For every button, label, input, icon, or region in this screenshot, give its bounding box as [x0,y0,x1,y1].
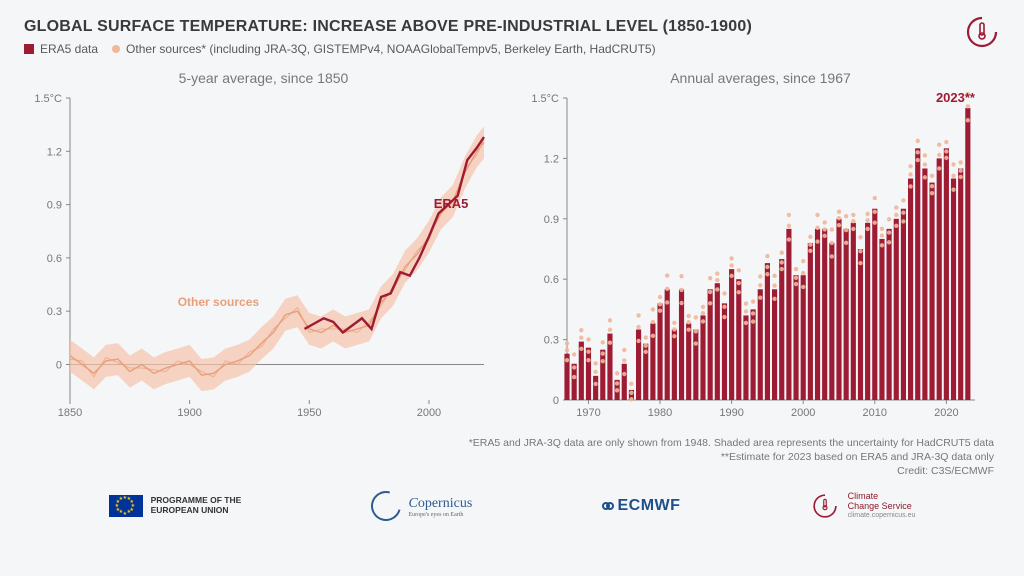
c3s-mark-icon [810,491,840,521]
svg-text:1.2: 1.2 [544,153,559,165]
ecmwf-rings-icon [602,502,614,510]
svg-text:2010: 2010 [863,407,887,419]
footnote-2: **Estimate for 2023 based on ERA5 and JR… [24,450,994,464]
right-chart-svg: 0 0.3 0.6 0.9 1.2 1.5°C 1970 1980 1990 2000 2010 20… [521,88,991,428]
page-title: GLOBAL SURFACE TEMPERATURE: INCREASE ABO… [24,18,1000,36]
legend-other-label: Other sources* (including JRA-3Q, GISTEM… [126,42,656,56]
svg-text:0.3: 0.3 [544,335,559,347]
eu-logo: ★★★★★★★★★★★★ PROGRAMME OF THE EUROPEAN U… [109,495,242,517]
legend-era5-label: ERA5 data [40,42,98,56]
svg-text:0.9: 0.9 [47,200,62,212]
copernicus-word: opernicus [418,496,472,511]
legend-era5: ERA5 data [24,42,98,56]
svg-text:0.9: 0.9 [544,214,559,226]
svg-text:1980: 1980 [648,407,672,419]
svg-text:0.6: 0.6 [47,253,62,265]
swatch-era5 [24,44,34,54]
left-panel-title: 5-year average, since 1850 [24,70,503,86]
c3s-url: climate.copernicus.eu [848,512,916,519]
svg-text:0: 0 [553,395,559,407]
svg-text:0.6: 0.6 [544,274,559,286]
footnote-3: Credit: C3S/ECMWF [24,464,994,478]
legend-other: Other sources* (including JRA-3Q, GISTEM… [112,42,656,56]
svg-text:1850: 1850 [58,407,82,419]
c3s-corner-icon [964,14,1000,50]
svg-text:0.3: 0.3 [47,306,62,318]
svg-text:1.2: 1.2 [47,146,62,158]
svg-text:1900: 1900 [177,407,201,419]
logo-bar: ★★★★★★★★★★★★ PROGRAMME OF THE EUROPEAN U… [24,491,1000,521]
footnote-1: *ERA5 and JRA-3Q data are only shown fro… [24,436,994,450]
svg-text:2000: 2000 [791,407,815,419]
ecmwf-logo: ECMWF [602,497,681,515]
svg-text:1970: 1970 [576,407,600,419]
svg-text:1990: 1990 [719,407,743,419]
svg-text:Other sources: Other sources [178,295,260,309]
footnotes: *ERA5 and JRA-3Q data are only shown fro… [24,436,1000,479]
swatch-other [112,45,120,53]
copernicus-sub: Europe's eyes on Earth [409,512,473,518]
left-panel: 5-year average, since 1850 0 0.3 0.6 0.9 1.2… [24,70,503,430]
right-panel-title: Annual averages, since 1967 [521,70,1000,86]
svg-text:0: 0 [56,359,62,371]
c3s-line2: Change Service [848,502,916,512]
ecmwf-text: ECMWF [618,497,681,515]
svg-text:1950: 1950 [297,407,321,419]
eu-line2: EUROPEAN UNION [151,506,242,515]
svg-text:2023**: 2023** [936,90,976,105]
copernicus-swoosh-icon [365,485,406,526]
svg-text:1.5°C: 1.5°C [34,93,62,105]
right-panel: Annual averages, since 1967 0 0.3 0.6 0.9 1.… [521,70,1000,430]
left-chart-svg: 0 0.3 0.6 0.9 1.2 1.5°C 1850 1900 1950 2000 ERA5 Ot… [24,88,494,428]
c3s-logo: Climate Change Service climate.copernicu… [810,491,916,521]
legend: ERA5 data Other sources* (including JRA-… [24,42,1000,56]
copernicus-logo: Copernicus Europe's eyes on Earth [371,491,473,521]
svg-text:ERA5: ERA5 [434,196,469,211]
eu-flag-icon: ★★★★★★★★★★★★ [109,495,143,517]
copernicus-c: C [409,496,418,511]
svg-text:1.5°C: 1.5°C [531,93,559,105]
svg-text:2000: 2000 [417,407,441,419]
svg-text:2020: 2020 [934,407,958,419]
